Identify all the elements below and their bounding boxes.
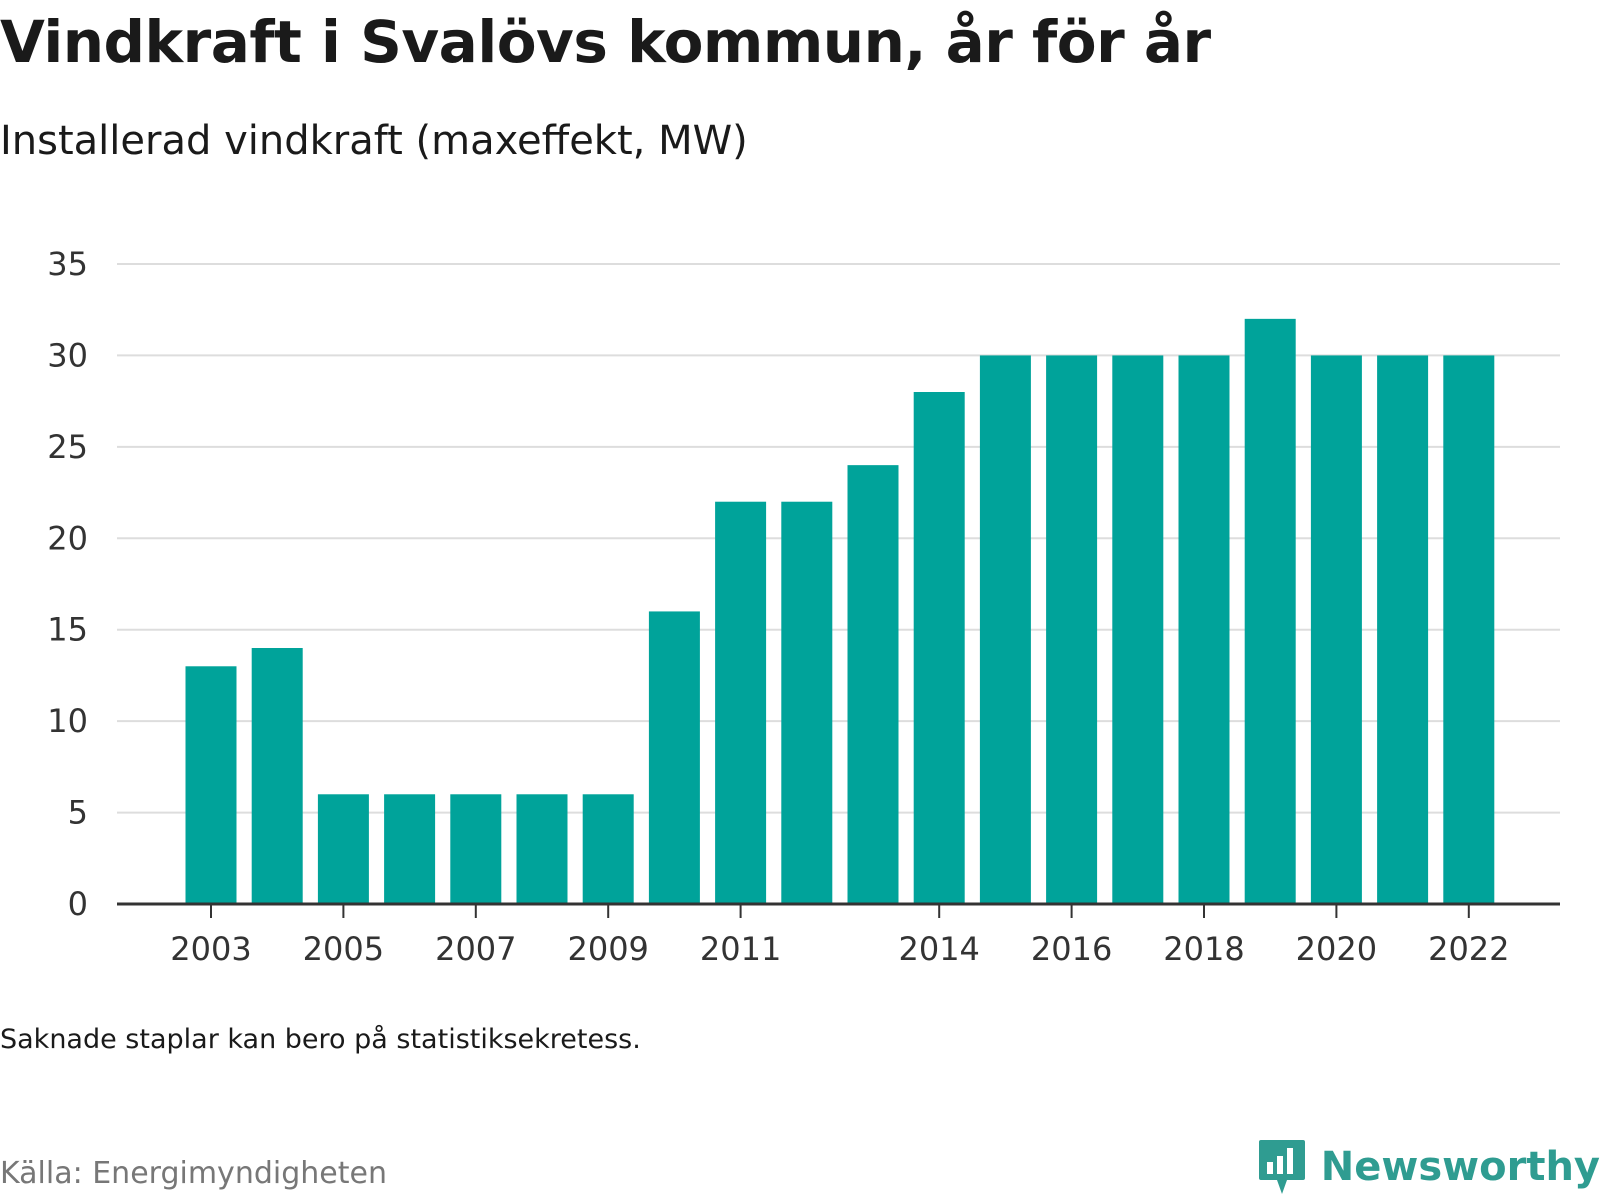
y-tick-label: 30: [47, 336, 88, 374]
y-tick-label: 35: [47, 245, 88, 283]
x-tick-label: 2009: [567, 930, 648, 968]
x-tick-label: 2016: [1031, 930, 1112, 968]
x-tick-label: 2011: [700, 930, 781, 968]
brand-name: Newsworthy: [1320, 1144, 1600, 1190]
y-tick-label: 20: [47, 519, 88, 557]
x-tick-label: 2018: [1163, 930, 1244, 968]
chart-note: Saknade staplar kan bero på statistiksek…: [0, 1024, 641, 1055]
bar-2018: [1178, 355, 1230, 904]
x-tick-label: 2014: [898, 930, 979, 968]
chart-subtitle: Installerad vindkraft (maxeffekt, MW): [0, 118, 748, 164]
y-axis-labels: 0 5 10 15 20 25 30 35: [47, 245, 88, 923]
x-tick-label: 2020: [1296, 930, 1377, 968]
bar-2016: [1046, 355, 1098, 904]
x-tick-label: 2007: [435, 930, 516, 968]
bar-2019: [1244, 318, 1296, 904]
bar-2008: [516, 794, 568, 904]
y-tick-label: 25: [47, 428, 88, 466]
x-axis-labels: 2003 2005 2007 2009 2011 2014 2016 2018 2020 2022: [170, 930, 1509, 968]
bar-2009: [582, 794, 634, 904]
bar-2012: [781, 501, 833, 904]
bar-2004: [251, 648, 303, 904]
x-tick-label: 2022: [1428, 930, 1509, 968]
chart-title: Vindkraft i Svalövs kommun, år för år: [0, 8, 1211, 76]
brand-logo: Newsworthy: [1257, 1138, 1600, 1196]
bar-2020: [1310, 355, 1362, 904]
bar-2013: [847, 465, 899, 904]
y-tick-label: 0: [68, 885, 88, 923]
bar-2014: [913, 392, 965, 904]
bar-2011: [715, 501, 767, 904]
bar-2022: [1443, 355, 1495, 904]
bars: [185, 318, 1495, 904]
bar-2007: [450, 794, 502, 904]
x-tick-label: 2003: [170, 930, 251, 968]
bar-2017: [1112, 355, 1164, 904]
bar-2021: [1377, 355, 1429, 904]
bar-2006: [384, 794, 436, 904]
source-text: Källa: Energimyndigheten: [0, 1156, 387, 1191]
bar-2003: [185, 666, 237, 904]
y-tick-label: 10: [47, 702, 88, 740]
y-tick-label: 15: [47, 611, 88, 649]
bar-2010: [648, 611, 700, 904]
newsworthy-logo-icon: [1258, 1140, 1305, 1194]
x-axis: [117, 902, 1560, 918]
bar-2005: [317, 794, 369, 904]
bar-2015: [979, 355, 1031, 904]
x-tick-label: 2005: [303, 930, 384, 968]
y-tick-label: 5: [68, 794, 88, 832]
